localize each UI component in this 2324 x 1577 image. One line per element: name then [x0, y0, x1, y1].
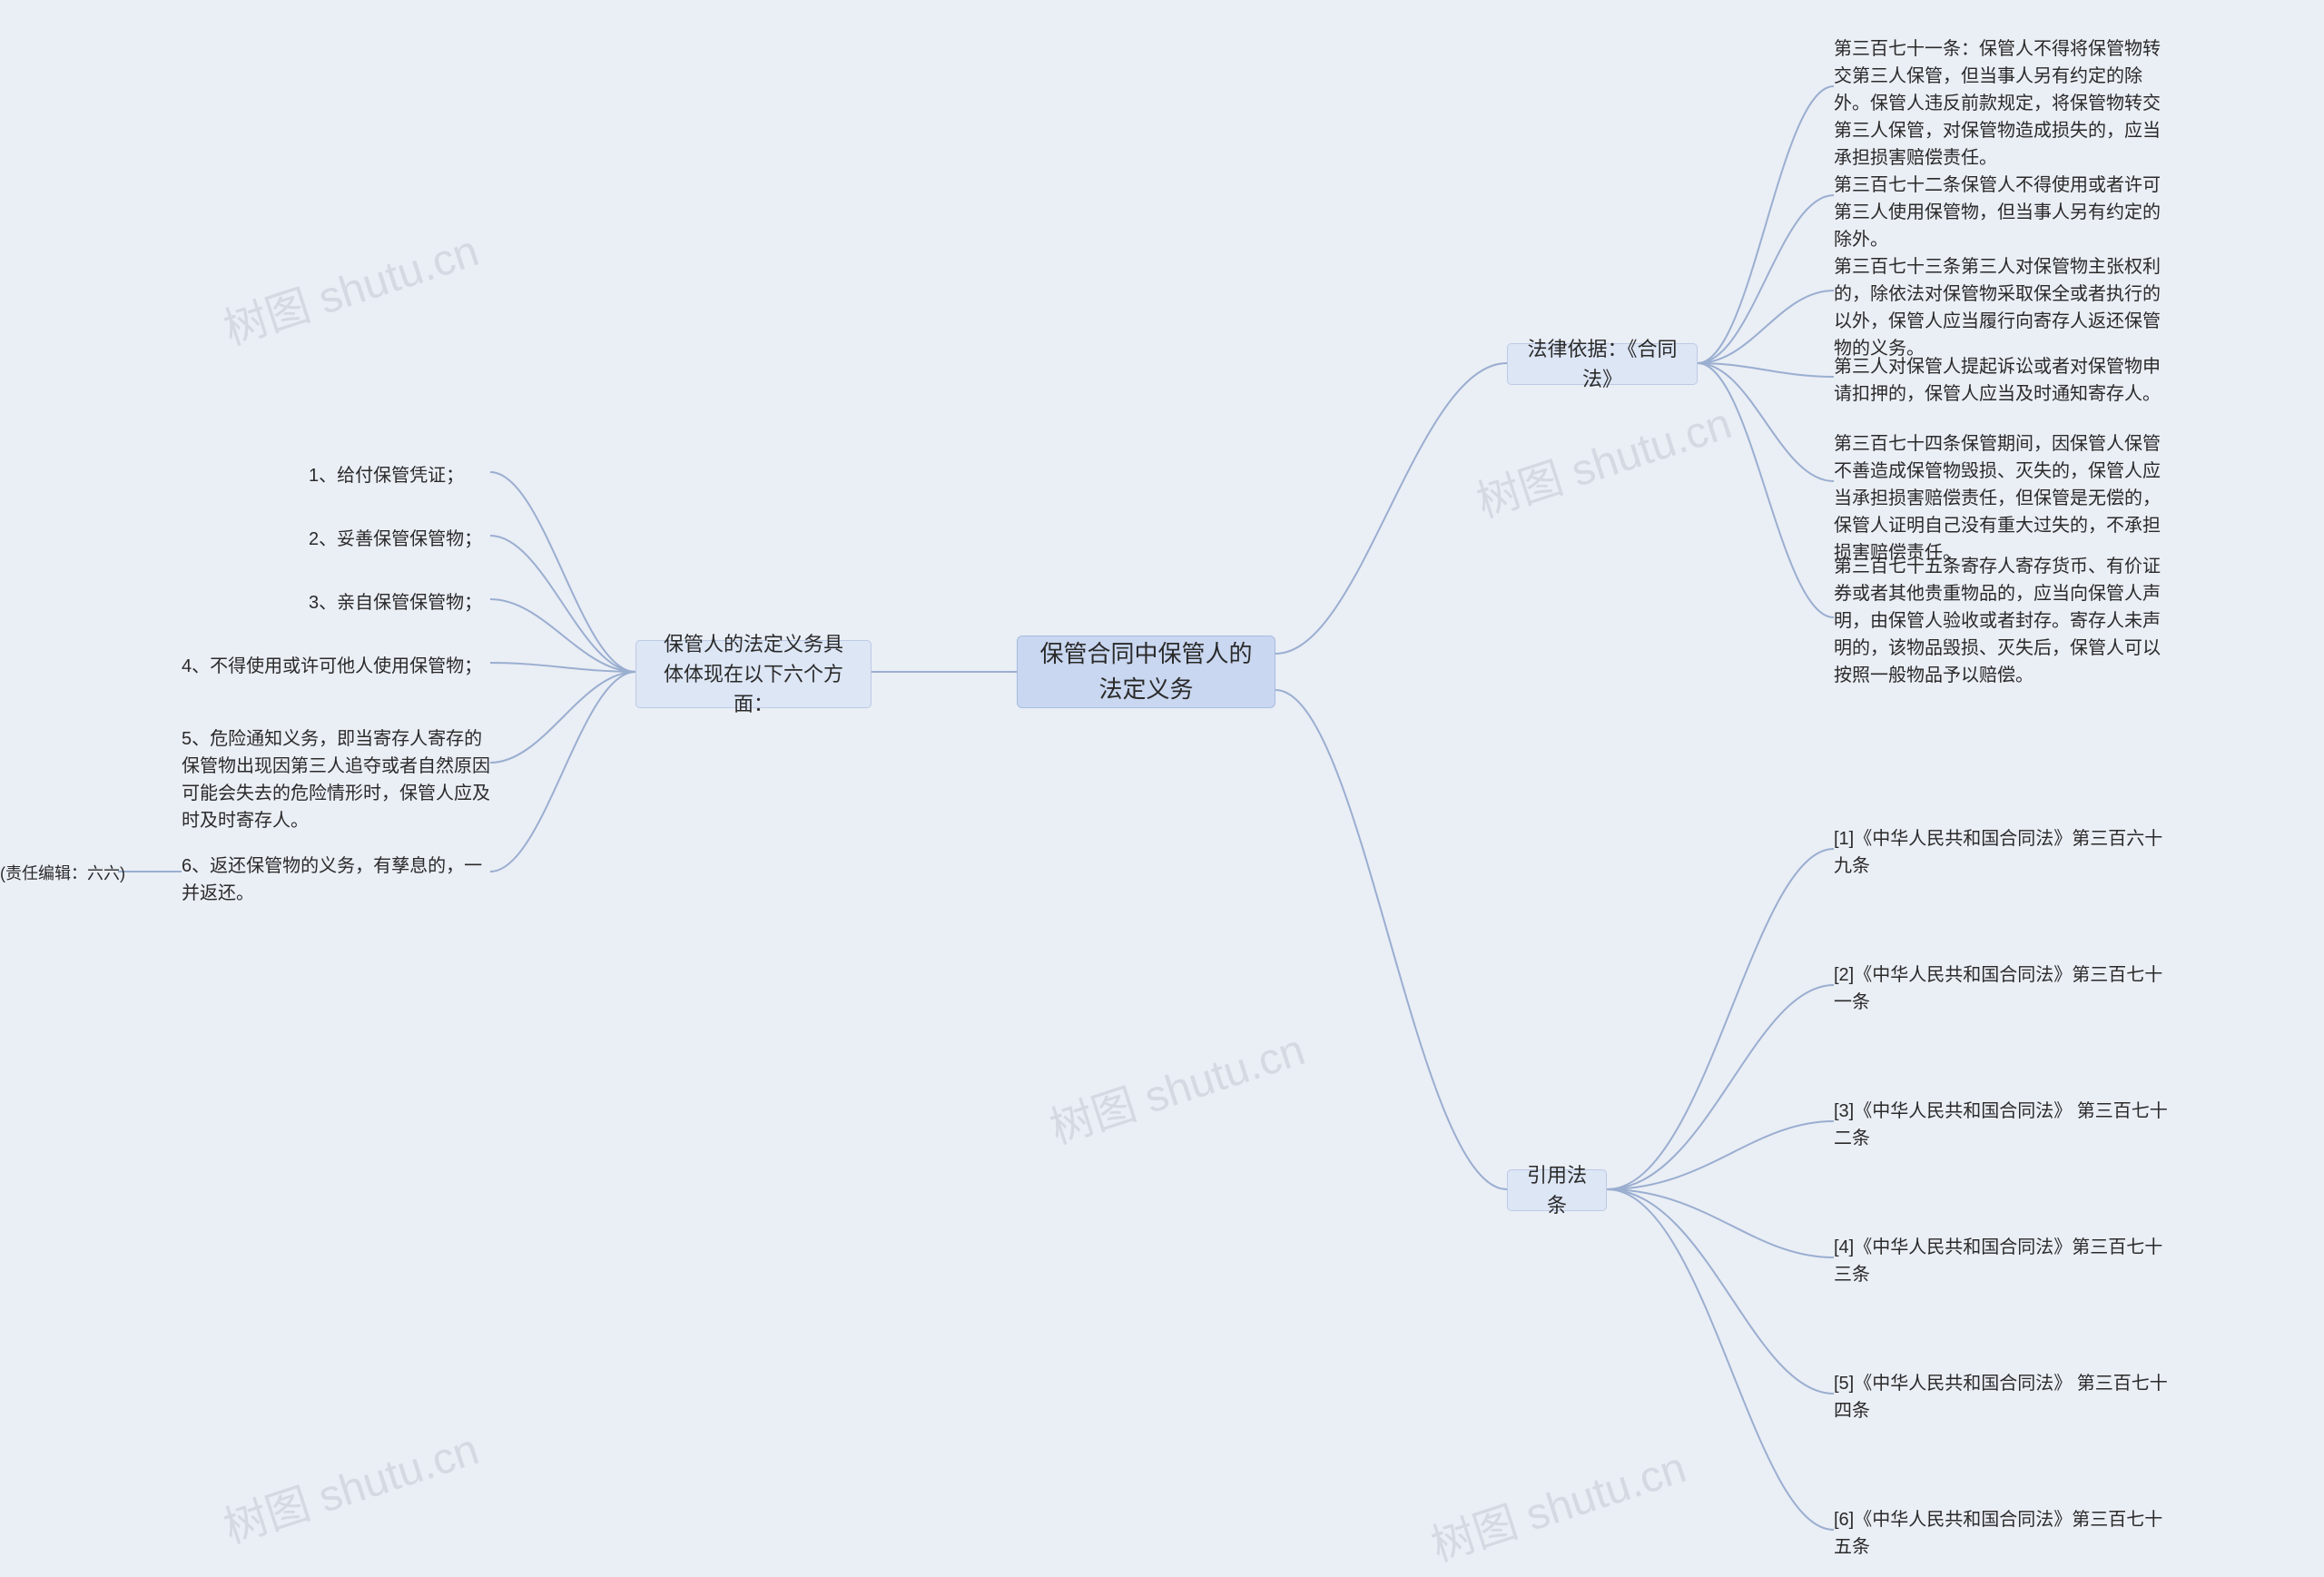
left-leaf-sub[interactable]: (责任编辑：六六)	[0, 858, 136, 890]
leaf-text: 1、给付保管凭证；	[309, 462, 464, 489]
leaf-text: 2、妥善保管保管物；	[309, 526, 482, 553]
leaf-text: 第三百七十二条保管人不得使用或者许可第三人使用保管物，但当事人另有约定的除外。	[1834, 172, 2170, 253]
leaf-text: 第三百七十五条寄存人寄存货币、有价证券或者其他贵重物品的，应当向保管人声明，由保…	[1834, 553, 2170, 689]
right-leaf[interactable]: 第三百七十二条保管人不得使用或者许可第三人使用保管物，但当事人另有约定的除外。	[1834, 168, 2170, 257]
root-node[interactable]: 保管合同中保管人的法定义务	[1017, 636, 1275, 708]
leaf-text: 6、返还保管物的义务，有孳息的，一并返还。	[182, 853, 490, 907]
right-leaf[interactable]: 第三百七十五条寄存人寄存货币、有价证券或者其他贵重物品的，应当向保管人声明，由保…	[1834, 549, 2170, 693]
left-leaf[interactable]: 2、妥善保管保管物；	[309, 522, 490, 557]
right-topic-cite[interactable]: 引用法条	[1507, 1169, 1607, 1211]
leaf-text: [1]《中华人民共和国合同法》第三百六十九条	[1834, 825, 2170, 880]
right-leaf[interactable]: [2]《中华人民共和国合同法》第三百七十一条	[1834, 958, 2170, 1020]
leaf-text: 3、亲自保管保管物；	[309, 589, 482, 616]
left-leaf[interactable]: 6、返还保管物的义务，有孳息的，一并返还。	[182, 849, 490, 911]
leaf-text: [4]《中华人民共和国合同法》第三百七十三条	[1834, 1234, 2170, 1288]
right-leaf[interactable]: [1]《中华人民共和国合同法》第三百六十九条	[1834, 822, 2170, 883]
watermark: 树图 shutu.cn	[214, 215, 485, 357]
left-topic-text: 保管人的法定义务具体体现在以下六个方面：	[655, 629, 852, 719]
right-topic-text: 法律依据：《合同法》	[1526, 334, 1679, 394]
right-leaf[interactable]: 第三人对保管人提起诉讼或者对保管物申请扣押的，保管人应当及时通知寄存人。	[1834, 350, 2170, 411]
leaf-text: 4、不得使用或许可他人使用保管物；	[182, 653, 482, 680]
left-leaf[interactable]: 4、不得使用或许可他人使用保管物；	[182, 649, 490, 684]
leaf-text: [2]《中华人民共和国合同法》第三百七十一条	[1834, 961, 2170, 1016]
left-topic[interactable]: 保管人的法定义务具体体现在以下六个方面：	[635, 640, 872, 708]
right-leaf[interactable]: [3]《中华人民共和国合同法》 第三百七十二条	[1834, 1094, 2170, 1156]
leaf-sub-text: (责任编辑：六六)	[0, 862, 125, 886]
right-leaf[interactable]: [5]《中华人民共和国合同法》 第三百七十四条	[1834, 1366, 2170, 1428]
leaf-text: 第三人对保管人提起诉讼或者对保管物申请扣押的，保管人应当及时通知寄存人。	[1834, 353, 2170, 408]
watermark: 树图 shutu.cn	[1422, 1432, 1692, 1573]
right-leaf[interactable]: 第三百七十一条：保管人不得将保管物转交第三人保管，但当事人另有约定的除外。保管人…	[1834, 32, 2170, 175]
right-leaf[interactable]: 第三百七十三条第三人对保管物主张权利的，除依法对保管物采取保全或者执行的以外，保…	[1834, 250, 2170, 366]
leaf-text: 第三百七十三条第三人对保管物主张权利的，除依法对保管物采取保全或者执行的以外，保…	[1834, 253, 2170, 362]
left-leaf[interactable]: 1、给付保管凭证；	[309, 458, 490, 493]
leaf-text: 第三百七十一条：保管人不得将保管物转交第三人保管，但当事人另有约定的除外。保管人…	[1834, 35, 2170, 172]
watermark: 树图 shutu.cn	[1040, 1014, 1311, 1156]
right-topic-text: 引用法条	[1526, 1160, 1588, 1220]
leaf-text: [6]《中华人民共和国合同法》第三百七十五条	[1834, 1506, 2170, 1561]
leaf-text: 第三百七十四条保管期间，因保管人保管不善造成保管物毁损、灭失的，保管人应当承担损…	[1834, 430, 2170, 567]
root-text: 保管合同中保管人的法定义务	[1036, 636, 1256, 707]
right-topic-law[interactable]: 法律依据：《合同法》	[1507, 343, 1698, 385]
leaf-text: 5、危险通知义务，即当寄存人寄存的保管物出现因第三人追夺或者自然原因可能会失去的…	[182, 725, 490, 834]
leaf-text: [3]《中华人民共和国合同法》 第三百七十二条	[1834, 1098, 2170, 1152]
watermark: 树图 shutu.cn	[1467, 388, 1738, 529]
leaf-text: [5]《中华人民共和国合同法》 第三百七十四条	[1834, 1370, 2170, 1424]
right-leaf[interactable]: [4]《中华人民共和国合同法》第三百七十三条	[1834, 1230, 2170, 1292]
watermark: 树图 shutu.cn	[214, 1414, 485, 1555]
right-leaf[interactable]: [6]《中华人民共和国合同法》第三百七十五条	[1834, 1503, 2170, 1564]
left-leaf[interactable]: 5、危险通知义务，即当寄存人寄存的保管物出现因第三人追夺或者自然原因可能会失去的…	[182, 722, 490, 838]
left-leaf[interactable]: 3、亲自保管保管物；	[309, 586, 490, 620]
